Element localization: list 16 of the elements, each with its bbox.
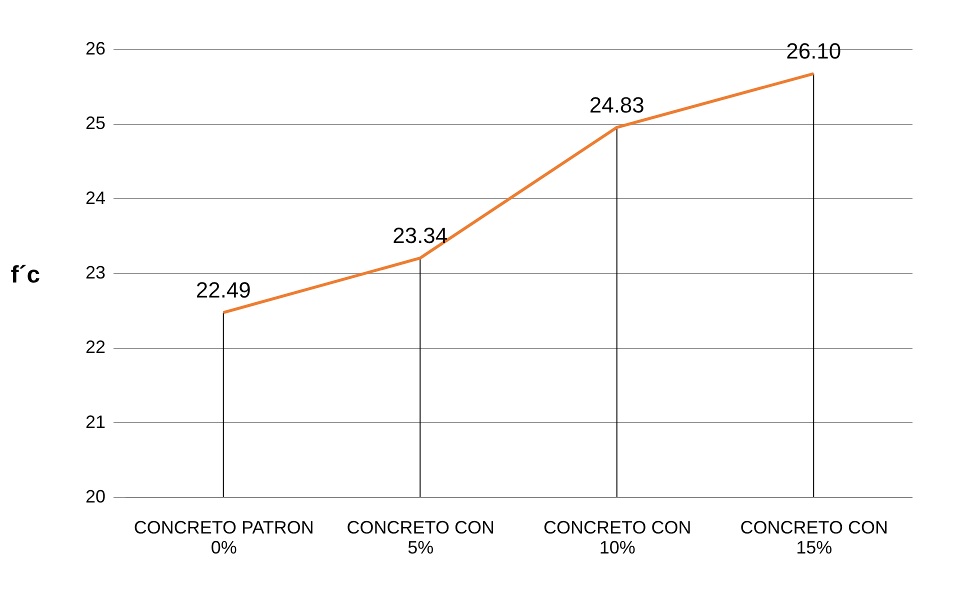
text: 23.34 [392, 223, 448, 248]
y-tick-label: 24 [85, 188, 106, 208]
y-tick-label: 22 [85, 337, 106, 358]
y-tick-label: 25 [85, 113, 106, 134]
x-tick-label: CONCRETO CON 10% [544, 518, 692, 558]
y-tick-label: 21 [85, 412, 106, 432]
y-axis-title: f´c [10, 262, 40, 288]
x-tick-label: CONCRETO CON 5% [346, 518, 494, 558]
y-tick-label: 23 [85, 262, 106, 282]
x-tick-label: CONCRETO PATRON 0% [134, 518, 314, 558]
text: 22.49 [196, 278, 251, 303]
x-tick-label: CONCRETO CON 15% [740, 518, 888, 558]
y-tick-label: 26 [85, 38, 106, 58]
text: 26.10 [786, 38, 842, 64]
y-tick-label: 20 [85, 486, 106, 506]
text: 24.83 [589, 92, 644, 118]
